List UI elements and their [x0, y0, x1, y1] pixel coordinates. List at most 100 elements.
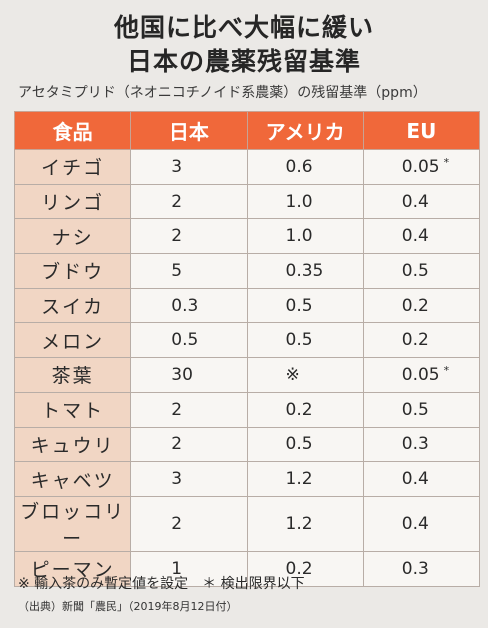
usa-value-cell: 0.35: [246, 253, 364, 289]
table-row: ブロッコリー 2 1.2 0.4: [13, 495, 481, 552]
table-row: キャベツ 3 1.2 0.4: [13, 461, 481, 497]
table-body: イチゴ 3 0.6 0.05 * リンゴ 2 1.0 0.4 ナシ 2 1.0 0.4 ブドウ 5 0.35 0…: [13, 149, 481, 587]
japan-value-cell-text: 2: [171, 513, 183, 534]
food-cell: スイカ: [13, 287, 132, 324]
food-cell: リンゴ: [13, 183, 132, 220]
eu-value-cell-text: 0.4: [401, 191, 429, 212]
usa-value-cell-text: 0.35: [285, 260, 324, 281]
japan-value-cell-text: 0.3: [171, 295, 199, 316]
japan-value-cell: 3: [130, 149, 248, 185]
usa-value-cell: 0.5: [246, 287, 364, 324]
eu-value-cell: 0.5: [362, 391, 481, 428]
food-cell-text: スイカ: [41, 296, 105, 319]
food-cell-text: メロン: [41, 330, 105, 353]
japan-value-cell-text: 1: [171, 558, 183, 579]
eu-value-cell: 0.05 *: [362, 357, 481, 393]
usa-value-cell-text: 1.0: [285, 226, 313, 247]
eu-value-cell-text: 0.2: [401, 295, 429, 316]
food-cell: イチゴ: [13, 149, 132, 185]
eu-value-cell: 0.3: [362, 550, 481, 587]
japan-value-cell: 5: [130, 253, 248, 289]
japan-value-cell-text: 2: [171, 226, 183, 247]
table-row: スイカ 0.3 0.5 0.2: [13, 287, 481, 324]
header-food: 食品: [13, 111, 132, 150]
eu-value-cell-text: 0.3: [401, 558, 429, 579]
eu-value-cell-text: 0.4: [401, 513, 429, 534]
table-row: リンゴ 2 1.0 0.4: [13, 183, 481, 220]
japan-value-cell-text: 0.5: [171, 330, 199, 351]
food-cell-text: イチゴ: [41, 157, 105, 180]
residue-standards-table: 食品 日本 アメリカ EU イチゴ 3 0.6 0.05 * リンゴ 2 1.0 0.4 ナシ 2 1…: [13, 111, 481, 587]
usa-value-cell-text: 1.0: [285, 191, 313, 212]
food-cell-text: 茶葉: [51, 365, 94, 388]
table-row: ピーマン 1 0.2 0.3: [13, 550, 481, 587]
eu-value-cell-text: 0.5: [401, 260, 429, 281]
food-cell: ブドウ: [13, 253, 132, 289]
table-row: ブドウ 5 0.35 0.5: [13, 253, 481, 289]
usa-value-cell: 0.2: [246, 391, 364, 428]
table-row: メロン 0.5 0.5 0.2: [13, 322, 481, 359]
eu-value-cell-text: 0.05: [401, 365, 440, 386]
japan-value-cell: 2: [130, 391, 248, 428]
footnote: ※ 輸入茶のみ暫定値を設定 ＊ 検出限界以下: [18, 576, 305, 592]
eu-value-cell: 0.3: [362, 426, 481, 463]
japan-value-cell: 0.3: [130, 287, 248, 324]
eu-value-cell: 0.4: [362, 461, 481, 497]
eu-value-cell: 0.4: [362, 183, 481, 220]
eu-value-cell-text: 0.3: [401, 434, 429, 455]
food-cell: キャベツ: [13, 461, 132, 497]
eu-value-cell: 0.2: [362, 322, 481, 359]
japan-value-cell-text: 2: [171, 434, 183, 455]
eu-value-cell: 0.5: [362, 253, 481, 289]
usa-value-cell: 0.6: [246, 149, 364, 185]
usa-value-cell: 1.0: [246, 218, 364, 255]
japan-value-cell: 0.5: [130, 322, 248, 359]
usa-value-cell-text: 0.5: [285, 295, 313, 316]
usa-value-cell: 0.2: [246, 550, 364, 587]
japan-value-cell: 2: [130, 218, 248, 255]
japan-value-cell-text: 3: [171, 156, 183, 177]
below-detection-limit-mark: *: [443, 156, 450, 170]
below-detection-limit-mark: *: [443, 364, 450, 378]
eu-value-cell-text: 0.2: [401, 330, 429, 351]
japan-value-cell: 30: [130, 357, 248, 393]
japan-value-cell-text: 3: [171, 469, 183, 490]
food-cell-text: ピーマン: [30, 559, 115, 582]
japan-value-cell: 2: [130, 183, 248, 220]
food-cell-text: キュウリ: [30, 434, 115, 457]
table-row: トマト 2 0.2 0.5: [13, 391, 481, 428]
usa-value-cell-text: 0.5: [285, 330, 313, 351]
table-row: イチゴ 3 0.6 0.05 *: [13, 149, 481, 185]
food-cell-text: キャベツ: [30, 469, 115, 492]
japan-value-cell: 2: [130, 426, 248, 463]
usa-value-cell: 0.5: [246, 426, 364, 463]
table-row: ナシ 2 1.0 0.4: [13, 218, 481, 255]
usa-value-cell: 0.5: [246, 322, 364, 359]
header-eu: EU: [362, 111, 481, 150]
usa-value-cell-text: 0.2: [285, 399, 313, 420]
food-cell-text: ナシ: [51, 226, 94, 249]
usa-value-cell-text: 1.2: [285, 469, 313, 490]
food-cell-text: トマト: [41, 400, 105, 423]
header-row: 食品 日本 アメリカ EU: [13, 111, 481, 150]
usa-value-cell: 1.2: [246, 461, 364, 497]
usa-value-cell-text: 0.6: [285, 156, 313, 177]
food-cell: メロン: [13, 322, 132, 359]
table-caption: アセタミプリド（ネオニコチノイド系農薬）の残留基準（ppm）: [18, 85, 427, 101]
food-cell-text: ブドウ: [41, 261, 105, 284]
eu-value-cell: 0.2: [362, 287, 481, 324]
food-cell-text: リンゴ: [41, 192, 105, 215]
food-cell-text: ブロッコリー: [20, 500, 126, 550]
usa-value-cell-text: 0.2: [285, 558, 313, 579]
eu-value-cell-text: 0.4: [401, 469, 429, 490]
usa-value-cell-text: ※: [285, 364, 300, 385]
source-citation: （出典）新聞「農民」（2019年8月12日付）: [18, 600, 238, 613]
page-title-line2: 日本の農薬残留基準: [126, 47, 361, 76]
table-row: 茶葉 30 ※ 0.05 *: [13, 357, 481, 393]
food-cell: ピーマン: [13, 550, 132, 587]
usa-value-cell: 1.2: [246, 495, 364, 552]
food-cell: ブロッコリー: [13, 495, 132, 552]
header-japan: 日本: [130, 111, 248, 150]
eu-value-cell-text: 0.4: [401, 226, 429, 247]
japan-value-cell-text: 2: [171, 191, 183, 212]
